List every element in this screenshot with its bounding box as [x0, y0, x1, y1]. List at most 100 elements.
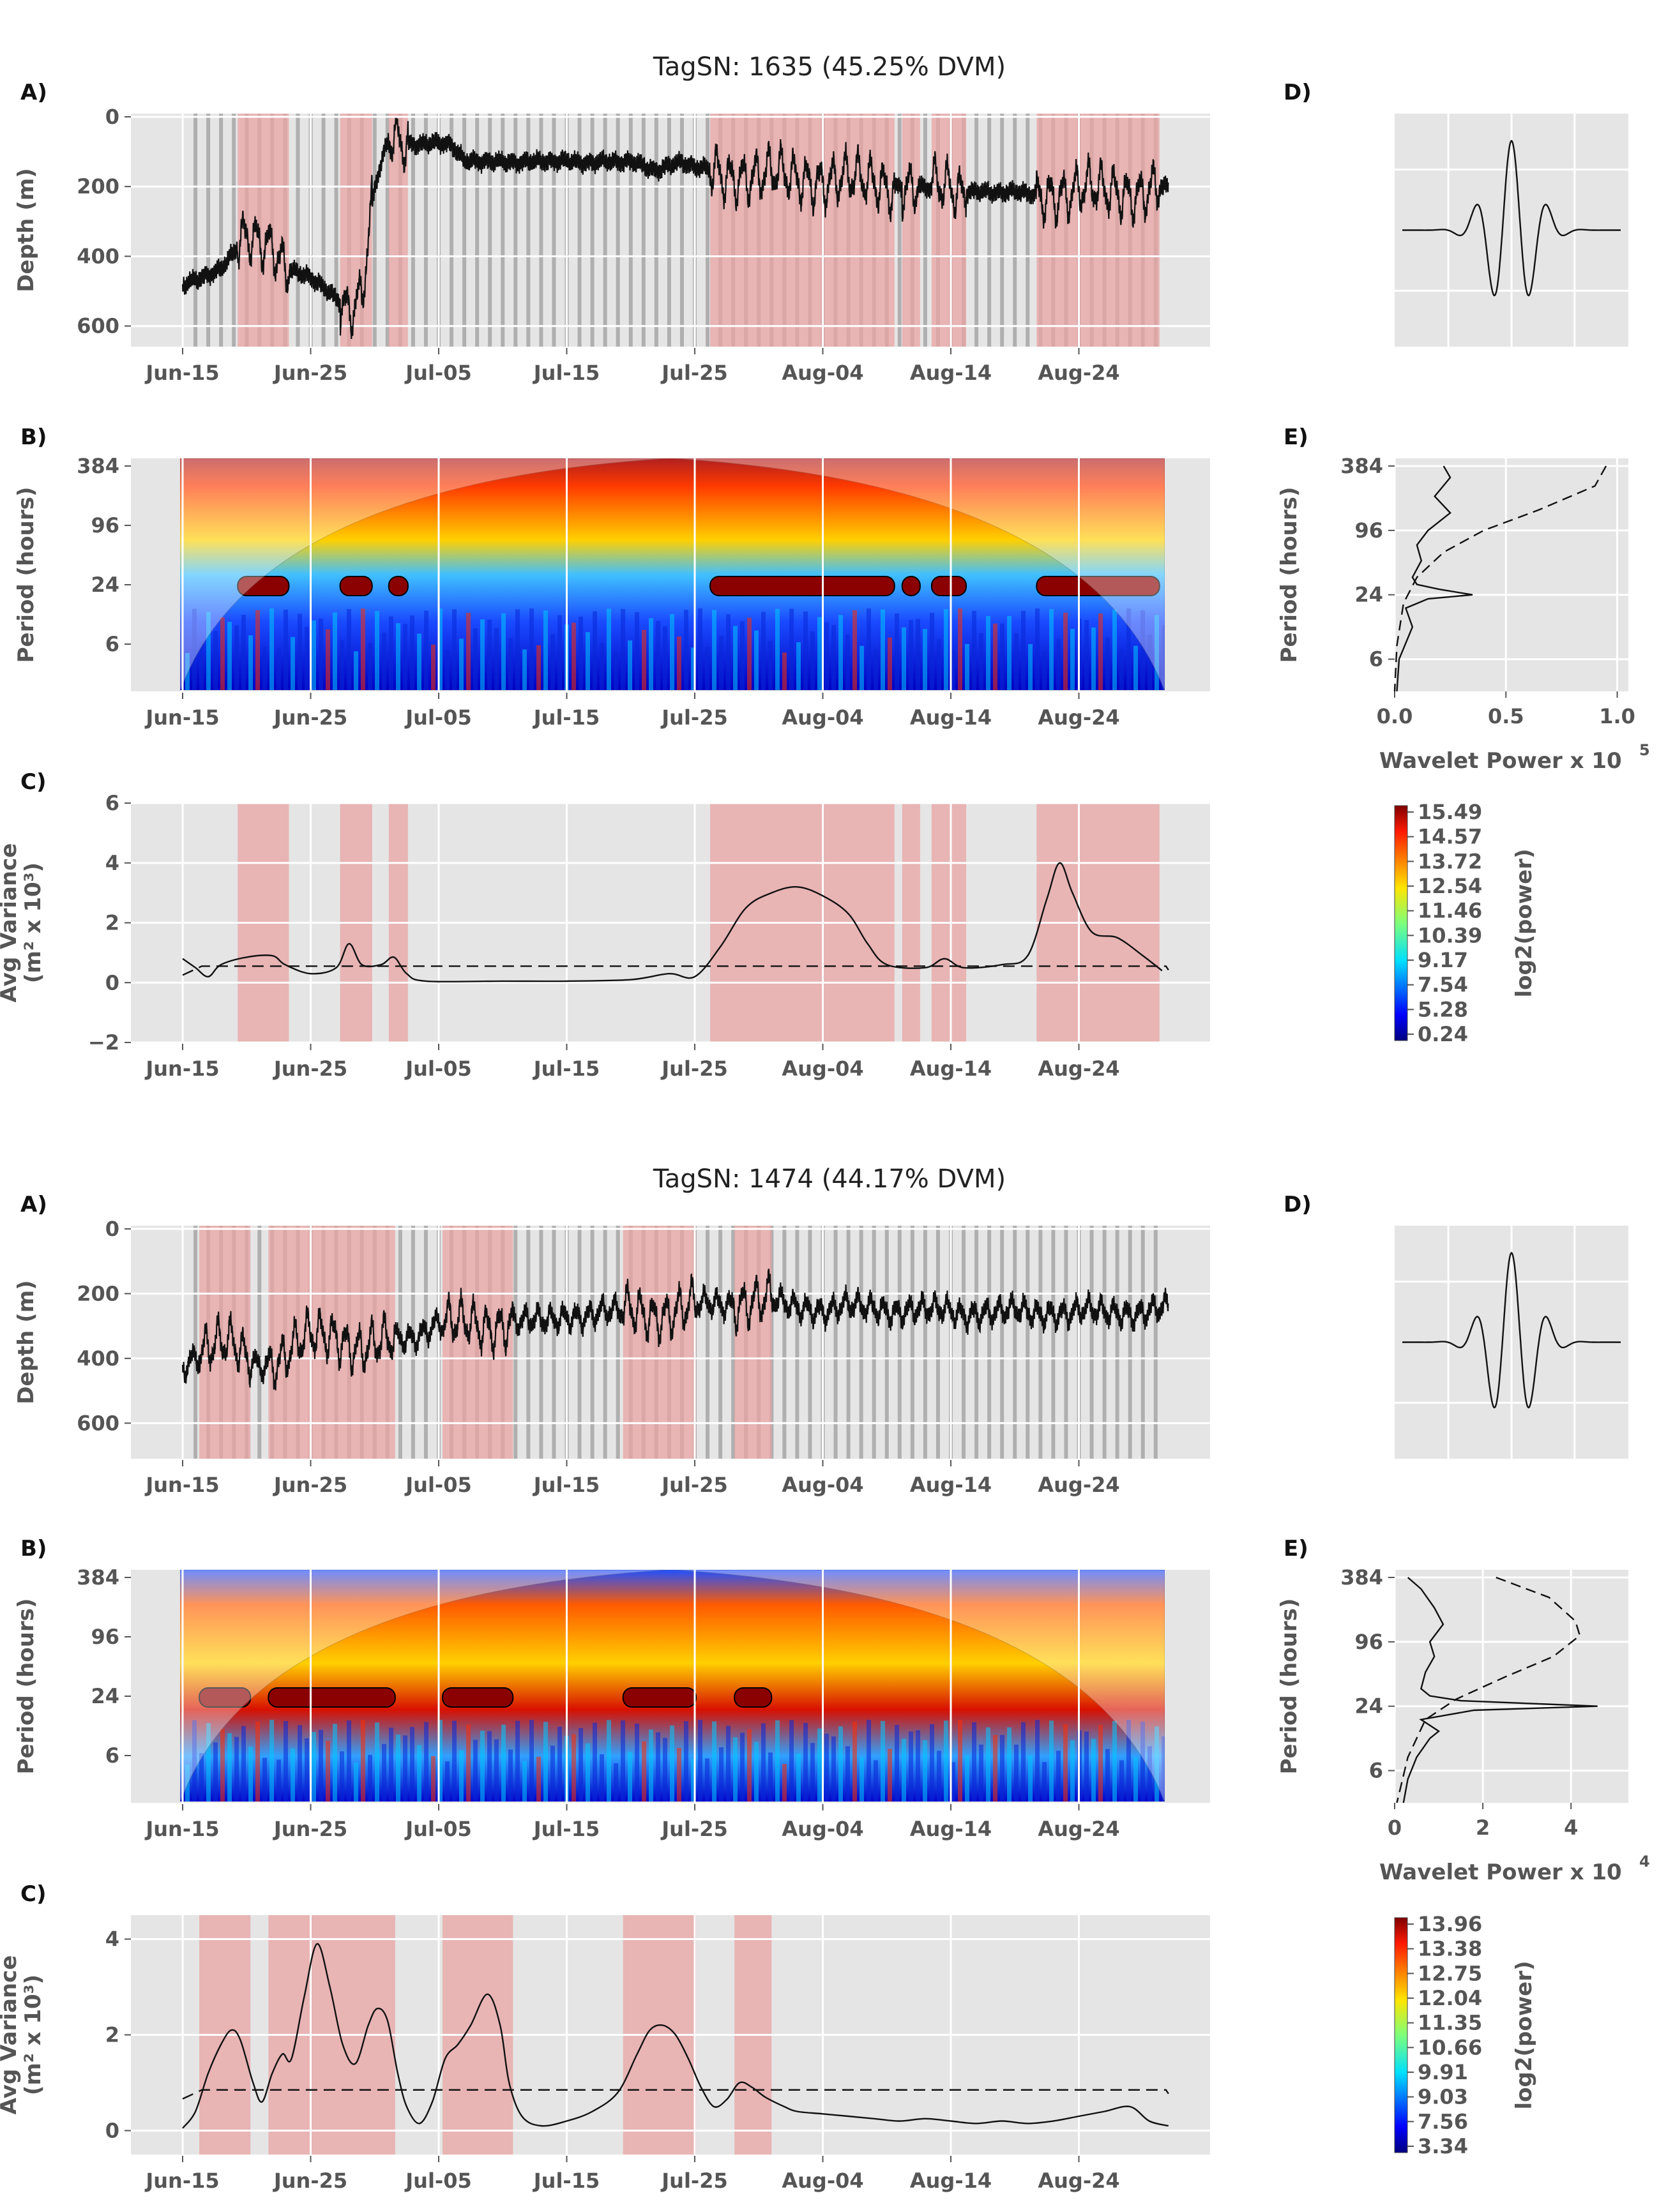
wavelet-texture — [860, 1757, 864, 1802]
night-bar — [423, 1226, 428, 1459]
night-bar — [603, 1226, 607, 1459]
wavelet-texture — [1148, 635, 1152, 690]
night-bar — [1013, 1226, 1017, 1459]
x-tick-label: Aug-04 — [782, 2169, 863, 2193]
colorbar-label: log2(power) — [1511, 848, 1537, 997]
wavelet-texture — [213, 631, 218, 690]
y-axis-label: Depth (m) — [13, 1280, 39, 1404]
x-tick-label: Jun-25 — [273, 1057, 347, 1081]
y-tick-label: 96 — [1354, 518, 1383, 543]
x-tick-label: Jun-25 — [273, 1817, 347, 1841]
y-tick-label: 400 — [77, 244, 119, 268]
wavelet-texture — [972, 1722, 976, 1802]
wavelet-texture — [740, 621, 745, 690]
night-bar — [552, 1226, 556, 1459]
x-tick-label: Jul-25 — [660, 361, 727, 385]
global-power-panel: 0.0 0.5 1.0 384 96 24 6 Period (hours) Wavelet P… — [1276, 425, 1650, 774]
wavelet-texture — [761, 1723, 766, 1802]
panel-label: C) — [20, 769, 47, 795]
wavelet-texture — [368, 643, 372, 690]
wavelet-texture — [255, 610, 260, 690]
variance-line — [182, 1943, 1169, 2129]
x-tick-label: Aug-04 — [782, 705, 863, 730]
y-tick-label: 0 — [105, 1217, 119, 1241]
wavelet-texture — [206, 612, 211, 690]
wavelet-texture — [269, 608, 274, 690]
night-bar — [321, 114, 326, 347]
wavelet-texture — [340, 640, 344, 690]
wavelet-image — [180, 1570, 1165, 1802]
night-bar — [232, 114, 236, 347]
wavelet-texture — [719, 636, 723, 690]
x-tick-label: Jul-05 — [404, 361, 471, 385]
night-bar — [372, 114, 377, 347]
y-tick-label: 384 — [1340, 454, 1383, 478]
significant-region — [388, 576, 408, 596]
wavelet-texture — [803, 611, 808, 690]
wavelet-texture — [1155, 615, 1159, 690]
variance-line — [182, 862, 1163, 982]
wavelet-texture — [1098, 613, 1103, 690]
wavelet-texture — [944, 1720, 948, 1802]
wavelet-texture — [852, 610, 857, 690]
wavelet-texture — [951, 651, 955, 690]
significant-region — [1036, 576, 1160, 596]
y-tick-label: 2 — [105, 2023, 119, 2047]
wavelet-texture — [424, 1722, 428, 1802]
wavelet-texture — [1140, 1721, 1145, 1802]
night-bar — [1089, 1226, 1094, 1459]
night-bar — [936, 1226, 940, 1459]
significant-region — [734, 1688, 772, 1707]
y-tick-label: 0 — [105, 105, 119, 129]
x-tick-label: Jul-15 — [533, 2169, 600, 2193]
wavelet-texture — [684, 610, 688, 690]
night-bar — [1026, 1226, 1030, 1459]
wavelet-texture — [698, 608, 702, 690]
wavelet-texture — [733, 1737, 738, 1802]
colorbar-tick-label: 11.46 — [1418, 899, 1482, 923]
night-bar — [488, 114, 492, 347]
wavelet-texture — [515, 1720, 520, 1802]
variance-panel: 6 4 2 0 −2 Jun-15 Jun-25 Jul-05 Jul-15 Jul-25 Aug-… — [0, 769, 1210, 1081]
wavelet-texture — [663, 1738, 667, 1802]
wavelet-texture — [284, 1720, 288, 1802]
x-tick-label: 2 — [1476, 1816, 1490, 1840]
colorbar-tick-label: 13.38 — [1418, 1937, 1482, 1961]
colorbar-tick-label: 14.57 — [1418, 825, 1482, 849]
wavelet-texture — [557, 615, 562, 690]
colorbar-tick-label: 9.17 — [1418, 948, 1468, 972]
wavelet-texture — [796, 1754, 801, 1802]
wavelet-texture — [705, 1758, 709, 1802]
y-tick-label: 4 — [105, 851, 119, 875]
wavelet-texture — [1112, 1720, 1117, 1802]
wavelet-texture — [712, 1721, 716, 1802]
wavelet-texture — [579, 1727, 583, 1802]
x-tick-label: Jul-15 — [533, 1057, 600, 1081]
y-tick-label: 600 — [77, 314, 119, 338]
y-axis-label: Period (hours) — [1276, 487, 1302, 663]
night-bar — [411, 114, 415, 347]
wavelet-texture — [649, 618, 653, 690]
significant-region — [443, 1688, 513, 1707]
y-axis-label: Depth (m) — [13, 168, 39, 292]
wavelet-texture — [347, 609, 351, 690]
wavelet-texture — [761, 612, 766, 690]
wavelet-texture — [192, 608, 197, 690]
wavelet-texture — [1014, 633, 1019, 690]
x-tick-label: Jul-05 — [404, 2169, 471, 2193]
significance-line — [182, 965, 1169, 976]
wavelet-texture — [522, 649, 527, 690]
x-tick-label: Jul-25 — [660, 705, 727, 730]
y-axis-label: Period (hours) — [13, 487, 39, 663]
y-tick-label: 400 — [77, 1346, 119, 1371]
wavelet-texture — [522, 1761, 527, 1802]
y-tick-label: 6 — [105, 1743, 119, 1768]
wavelet-texture — [867, 608, 871, 690]
wavelet-texture — [1056, 1750, 1061, 1802]
colorbar-tick-label: 9.03 — [1418, 2085, 1468, 2109]
wavelet-texture — [937, 639, 941, 690]
wavelet-texture — [284, 609, 288, 690]
wavelet-texture — [276, 1759, 281, 1802]
night-bar — [334, 114, 338, 347]
wavelet-texture — [199, 642, 204, 690]
